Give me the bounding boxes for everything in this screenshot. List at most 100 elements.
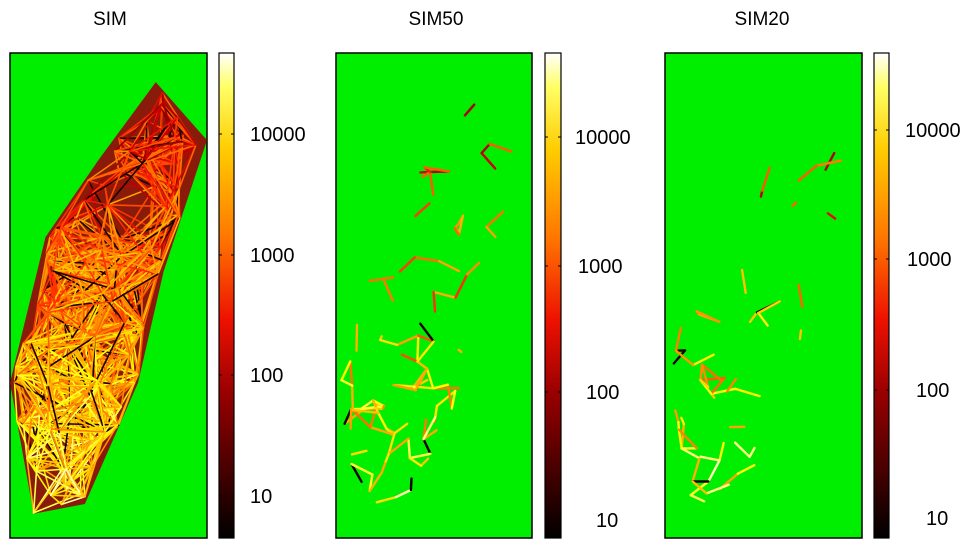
network-edge	[95, 258, 118, 271]
network-edge	[46, 292, 103, 314]
network-edge	[123, 273, 159, 324]
network-edge	[47, 366, 98, 382]
network-edge	[428, 170, 435, 197]
network-edge	[16, 374, 52, 430]
network-edge	[101, 248, 143, 253]
network-edge	[46, 260, 56, 309]
network-edge	[691, 353, 715, 367]
network-edge	[95, 258, 159, 275]
network-edge	[106, 204, 124, 257]
network-edge	[98, 353, 131, 387]
network-edge	[106, 204, 166, 236]
network-edge	[419, 322, 435, 343]
colorbar-tick: 100	[219, 365, 283, 387]
network-edge	[416, 360, 429, 370]
network-edge	[145, 105, 162, 160]
network-edge	[394, 488, 413, 499]
network-edge	[36, 303, 69, 346]
network-edge	[52, 270, 56, 309]
network-edge	[35, 468, 67, 473]
network-edge	[380, 460, 387, 474]
network-edge	[417, 334, 435, 343]
network-edge	[79, 326, 145, 347]
network-edge	[340, 360, 352, 382]
tick-label: 1000	[250, 245, 295, 267]
network-edge	[87, 158, 147, 182]
network-edge	[101, 273, 159, 295]
network-edge	[107, 273, 159, 285]
network-edge	[123, 151, 149, 168]
network-edge	[176, 144, 197, 165]
network-edge	[26, 404, 52, 460]
network-edge	[82, 282, 110, 294]
network-edge	[757, 311, 769, 327]
network-edge	[158, 140, 183, 164]
network-edge	[32, 470, 38, 514]
network-edge	[480, 142, 491, 155]
network-edges	[672, 151, 843, 503]
network-edge	[26, 422, 49, 460]
network-edge	[384, 452, 390, 463]
network-edge	[104, 184, 156, 188]
colorbar-gradient	[218, 52, 235, 539]
network-edge	[432, 383, 450, 390]
colorbar-tick: 100	[545, 382, 619, 404]
network-edge	[112, 273, 159, 302]
network-edge	[340, 379, 354, 387]
network-edge	[145, 116, 179, 160]
network-edge	[22, 422, 28, 460]
map-area	[335, 52, 533, 539]
network-edge	[60, 184, 106, 228]
network-edge	[422, 429, 438, 441]
map-area	[664, 52, 863, 539]
network-edge	[30, 335, 96, 345]
network-edge	[83, 199, 109, 206]
network-edge	[49, 428, 71, 482]
network-edge	[26, 457, 67, 470]
network-edge	[106, 204, 167, 208]
network-edge	[382, 279, 394, 302]
network-edge	[432, 290, 457, 299]
network-edge	[113, 288, 145, 329]
network-edge	[422, 437, 432, 455]
network-edge	[485, 225, 497, 239]
network-edge	[368, 471, 383, 493]
network-edge	[159, 217, 181, 249]
colorbar: 10 100 1000 10000	[218, 52, 306, 539]
colorbar-tick: 100	[874, 380, 949, 402]
network-edge	[60, 495, 86, 506]
network-edge	[368, 276, 395, 282]
network-edge	[95, 379, 122, 408]
network-edge	[395, 334, 420, 347]
network-edge	[413, 256, 441, 263]
network-edge	[677, 428, 683, 450]
network-edge	[376, 411, 388, 430]
network-edge	[87, 179, 104, 238]
network-edge	[416, 334, 420, 363]
network-edge	[94, 288, 116, 338]
network-edge	[36, 303, 49, 314]
tick-label: 10	[250, 486, 272, 508]
network-edge	[106, 204, 162, 249]
network-edge	[421, 170, 432, 179]
network-edge	[128, 150, 147, 160]
network-edge	[178, 144, 197, 190]
network-edge	[677, 420, 681, 431]
network-edge	[419, 457, 430, 467]
network-edge	[52, 226, 62, 272]
colorbar-gradient	[873, 52, 890, 539]
network-edge	[398, 256, 416, 273]
panel-sim: SIM 10 100 1000 10000	[9, 9, 306, 539]
colorbar-tick: 1000	[874, 249, 952, 271]
network-edge	[113, 150, 144, 165]
network-edge	[48, 374, 98, 382]
network-edge	[797, 164, 818, 182]
network-edge	[145, 158, 181, 219]
network-edge	[91, 382, 112, 402]
network-edge	[699, 376, 726, 382]
network-edge	[173, 116, 179, 139]
network-edge	[162, 102, 176, 139]
network-edge	[121, 217, 181, 257]
network-edge	[48, 409, 119, 426]
tick-label: 1000	[578, 256, 623, 278]
